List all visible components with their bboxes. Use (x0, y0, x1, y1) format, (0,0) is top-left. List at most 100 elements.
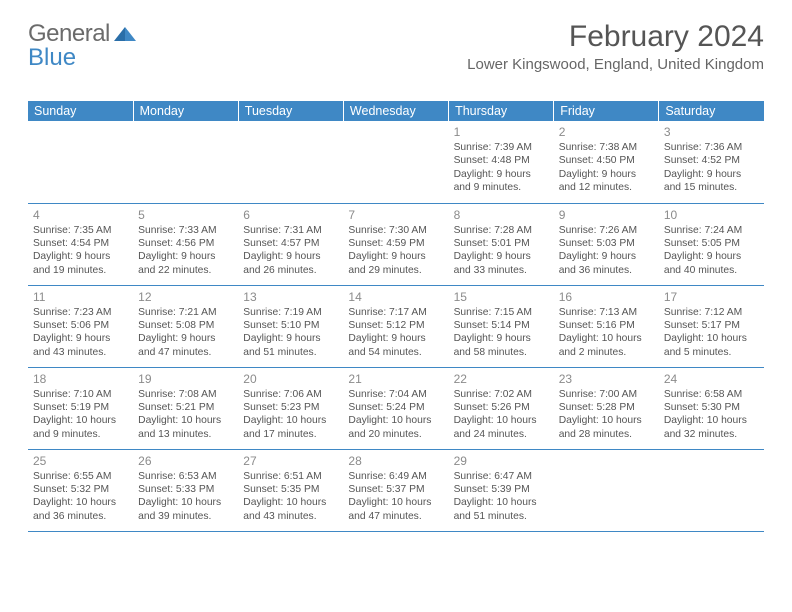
sunset-line: Sunset: 5:35 PM (243, 483, 338, 496)
calendar-empty-cell (343, 121, 448, 203)
sunrise-line: Sunrise: 6:55 AM (33, 470, 128, 483)
day-number: 27 (243, 454, 338, 468)
sunrise-line: Sunrise: 7:36 AM (664, 141, 759, 154)
daylight-line: Daylight: 9 hours and 29 minutes. (348, 250, 443, 277)
day-header: Thursday (449, 101, 554, 121)
sunset-line: Sunset: 5:23 PM (243, 401, 338, 414)
calendar-empty-cell (28, 121, 133, 203)
daylight-line: Daylight: 9 hours and 9 minutes. (454, 168, 549, 195)
calendar-empty-cell (238, 121, 343, 203)
day-info: Sunrise: 6:47 AMSunset: 5:39 PMDaylight:… (454, 470, 549, 524)
daylight-line: Daylight: 10 hours and 28 minutes. (559, 414, 654, 441)
calendar-week-row: 18 Sunrise: 7:10 AMSunset: 5:19 PMDayligh… (28, 367, 764, 449)
daylight-line: Daylight: 10 hours and 39 minutes. (138, 496, 233, 523)
sunrise-line: Sunrise: 7:28 AM (454, 224, 549, 237)
sunrise-line: Sunrise: 7:17 AM (348, 306, 443, 319)
sunset-line: Sunset: 5:08 PM (138, 319, 233, 332)
day-number: 9 (559, 208, 654, 222)
sunrise-line: Sunrise: 7:12 AM (664, 306, 759, 319)
day-info: Sunrise: 7:31 AMSunset: 4:57 PMDaylight:… (243, 224, 338, 278)
daylight-line: Daylight: 9 hours and 22 minutes. (138, 250, 233, 277)
calendar-day-cell: 18 Sunrise: 7:10 AMSunset: 5:19 PMDayligh… (28, 367, 133, 449)
calendar-empty-cell (659, 449, 764, 531)
sunrise-line: Sunrise: 7:04 AM (348, 388, 443, 401)
day-info: Sunrise: 7:23 AMSunset: 5:06 PMDaylight:… (33, 306, 128, 360)
calendar-day-cell: 19 Sunrise: 7:08 AMSunset: 5:21 PMDayligh… (133, 367, 238, 449)
day-number: 10 (664, 208, 759, 222)
sunrise-line: Sunrise: 6:49 AM (348, 470, 443, 483)
calendar-day-cell: 16Sunrise: 7:13 AMSunset: 5:16 PMDayligh… (554, 285, 659, 367)
calendar-day-cell: 29Sunrise: 6:47 AMSunset: 5:39 PMDayligh… (449, 449, 554, 531)
day-number: 21 (348, 372, 443, 386)
day-info: Sunrise: 7:12 AMSunset: 5:17 PMDaylight:… (664, 306, 759, 360)
calendar-day-cell: 17 Sunrise: 7:12 AMSunset: 5:17 PMDayligh… (659, 285, 764, 367)
logo-blue-text: Blue (28, 44, 76, 72)
calendar-day-cell: 2Sunrise: 7:38 AMSunset: 4:50 PMDaylight… (554, 121, 659, 203)
sunrise-line: Sunrise: 7:39 AM (454, 141, 549, 154)
calendar-day-cell: 11Sunrise: 7:23 AMSunset: 5:06 PMDayligh… (28, 285, 133, 367)
day-number: 8 (454, 208, 549, 222)
sunrise-line: Sunrise: 7:33 AM (138, 224, 233, 237)
calendar-day-cell: 15Sunrise: 7:15 AMSunset: 5:14 PMDayligh… (449, 285, 554, 367)
title-block: February 2024 Lower Kingswood, England, … (467, 20, 764, 73)
day-number: 6 (243, 208, 338, 222)
calendar-day-cell: 25Sunrise: 6:55 AMSunset: 5:32 PMDayligh… (28, 449, 133, 531)
sunset-line: Sunset: 5:30 PM (664, 401, 759, 414)
sunset-line: Sunset: 5:17 PM (664, 319, 759, 332)
sunset-line: Sunset: 5:39 PM (454, 483, 549, 496)
sunrise-line: Sunrise: 7:15 AM (454, 306, 549, 319)
day-info: Sunrise: 7:19 AMSunset: 5:10 PMDaylight:… (243, 306, 338, 360)
daylight-line: Daylight: 9 hours and 26 minutes. (243, 250, 338, 277)
calendar-day-cell: 24Sunrise: 6:58 AMSunset: 5:30 PMDayligh… (659, 367, 764, 449)
sunset-line: Sunset: 5:03 PM (559, 237, 654, 250)
day-number: 23 (559, 372, 654, 386)
calendar-day-cell: 13 Sunrise: 7:19 AMSunset: 5:10 PMDayligh… (238, 285, 343, 367)
day-number: 1 (454, 125, 549, 139)
sunset-line: Sunset: 4:59 PM (348, 237, 443, 250)
page: General February 2024 Lower Kingswood, E… (0, 0, 792, 548)
daylight-line: Daylight: 10 hours and 2 minutes. (559, 332, 654, 359)
header: General February 2024 Lower Kingswood, E… (28, 20, 764, 73)
day-info: Sunrise: 7:10 AMSunset: 5:19 PMDaylight:… (33, 388, 128, 442)
logo-triangle-icon (114, 25, 136, 43)
day-number: 28 (348, 454, 443, 468)
sunrise-line: Sunrise: 7:21 AM (138, 306, 233, 319)
day-number: 17 (664, 290, 759, 304)
daylight-line: Daylight: 10 hours and 36 minutes. (33, 496, 128, 523)
day-number: 2 (559, 125, 654, 139)
day-number: 19 (138, 372, 233, 386)
day-number: 15 (454, 290, 549, 304)
sunset-line: Sunset: 5:37 PM (348, 483, 443, 496)
calendar-day-cell: 22Sunrise: 7:02 AMSunset: 5:26 PMDayligh… (449, 367, 554, 449)
day-header: Monday (133, 101, 238, 121)
day-number: 5 (138, 208, 233, 222)
calendar-day-cell: 5Sunrise: 7:33 AMSunset: 4:56 PMDaylight… (133, 203, 238, 285)
calendar-empty-cell (133, 121, 238, 203)
sunset-line: Sunset: 5:01 PM (454, 237, 549, 250)
day-header: Sunday (28, 101, 133, 121)
day-number: 20 (243, 372, 338, 386)
daylight-line: Daylight: 9 hours and 51 minutes. (243, 332, 338, 359)
sunset-line: Sunset: 4:54 PM (33, 237, 128, 250)
sunset-line: Sunset: 5:26 PM (454, 401, 549, 414)
sunset-line: Sunset: 5:14 PM (454, 319, 549, 332)
sunrise-line: Sunrise: 7:26 AM (559, 224, 654, 237)
calendar-header-row: SundayMondayTuesdayWednesdayThursdayFrid… (28, 101, 764, 121)
day-info: Sunrise: 7:04 AMSunset: 5:24 PMDaylight:… (348, 388, 443, 442)
calendar-day-cell: 8Sunrise: 7:28 AMSunset: 5:01 PMDaylight… (449, 203, 554, 285)
sunset-line: Sunset: 4:52 PM (664, 154, 759, 167)
daylight-line: Daylight: 9 hours and 12 minutes. (559, 168, 654, 195)
day-info: Sunrise: 7:08 AMSunset: 5:21 PMDaylight:… (138, 388, 233, 442)
day-number: 24 (664, 372, 759, 386)
day-number: 13 (243, 290, 338, 304)
day-number: 25 (33, 454, 128, 468)
calendar-day-cell: 26Sunrise: 6:53 AMSunset: 5:33 PMDayligh… (133, 449, 238, 531)
daylight-line: Daylight: 10 hours and 5 minutes. (664, 332, 759, 359)
sunset-line: Sunset: 4:50 PM (559, 154, 654, 167)
day-info: Sunrise: 7:39 AMSunset: 4:48 PMDaylight:… (454, 141, 549, 195)
sunset-line: Sunset: 5:24 PM (348, 401, 443, 414)
calendar-body: 1 Sunrise: 7:39 AMSunset: 4:48 PMDaylight… (28, 121, 764, 531)
day-info: Sunrise: 6:53 AMSunset: 5:33 PMDaylight:… (138, 470, 233, 524)
sunset-line: Sunset: 5:19 PM (33, 401, 128, 414)
day-number: 18 (33, 372, 128, 386)
